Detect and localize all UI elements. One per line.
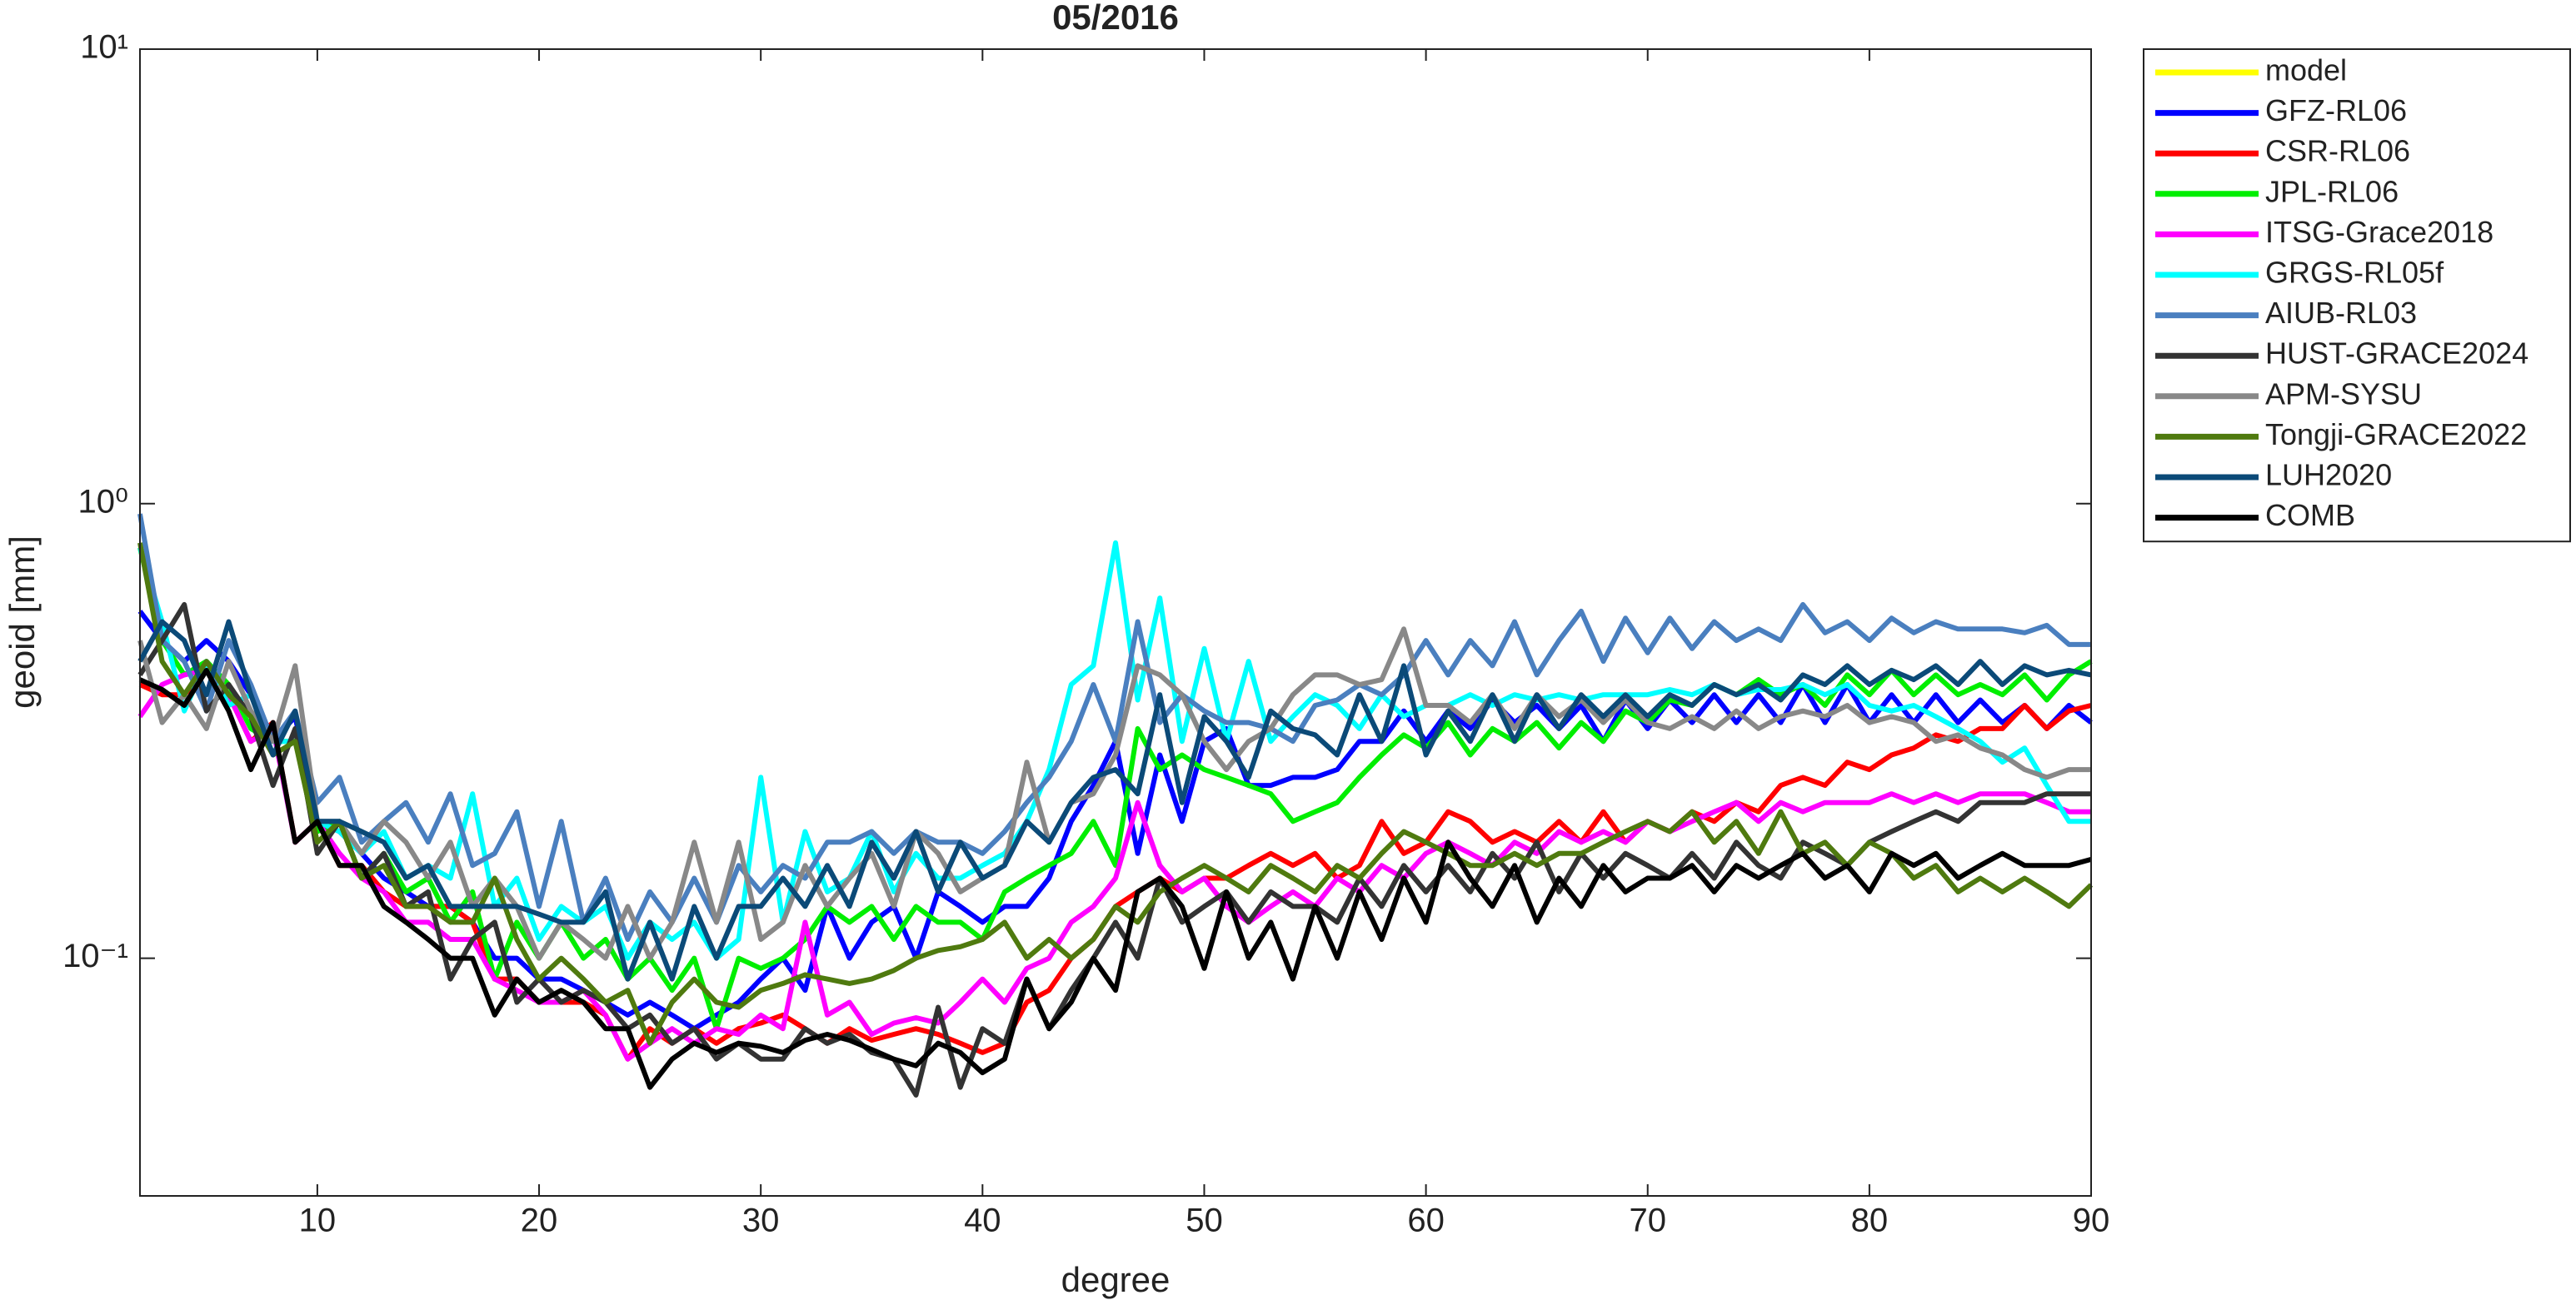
x-tick-label: 90 [2073, 1203, 2110, 1239]
legend-label: GFZ-RL06 [2265, 93, 2407, 127]
legend-label: LUH2020 [2265, 458, 2392, 492]
legend-label: Tongji-GRACE2022 [2265, 417, 2527, 451]
y-axis-label: geoid [mm] [2, 535, 42, 709]
legend-label: GRGS-RL05f [2265, 256, 2444, 290]
x-tick-label: 70 [1629, 1203, 1666, 1239]
x-tick-label: 30 [742, 1203, 780, 1239]
x-tick-label: 20 [521, 1203, 558, 1239]
x-tick-label: 10 [299, 1203, 337, 1239]
chart-title: 05/2016 [1052, 0, 1179, 37]
plot-frame [139, 48, 2092, 1197]
x-tick-label: 50 [1186, 1203, 1223, 1239]
legend-label: model [2265, 53, 2347, 87]
series-line [137, 542, 2094, 1046]
x-tick-label: 80 [1851, 1203, 1889, 1239]
legend-label: HUST-GRACE2024 [2265, 336, 2529, 371]
series-line [137, 610, 2093, 1032]
x-tick-label: 40 [964, 1203, 1001, 1239]
legend-label: AIUB-RL03 [2265, 296, 2417, 330]
legend-box [2143, 48, 2571, 543]
y-tick-label: 10¹ [80, 29, 128, 66]
series-line [137, 667, 2091, 1062]
x-tick-label: 60 [1407, 1203, 1445, 1239]
legend-label: JPL-RL06 [2265, 174, 2399, 208]
series-line [137, 619, 2092, 982]
x-axis-label: degree [1061, 1260, 1171, 1299]
series-line [137, 547, 2093, 1032]
series-line [138, 667, 2092, 1090]
legend-label: ITSG-Grace2018 [2265, 215, 2494, 249]
legend-label: CSR-RL06 [2265, 134, 2410, 168]
legend-label: APM-SYSU [2265, 376, 2422, 411]
legend-label: COMB [2265, 498, 2355, 532]
series-line [137, 626, 2091, 961]
series-line [137, 601, 2091, 1098]
y-tick-label: 10⁰ [77, 483, 128, 520]
series-line [137, 513, 2091, 942]
y-tick-label: 10⁻¹ [62, 938, 128, 974]
